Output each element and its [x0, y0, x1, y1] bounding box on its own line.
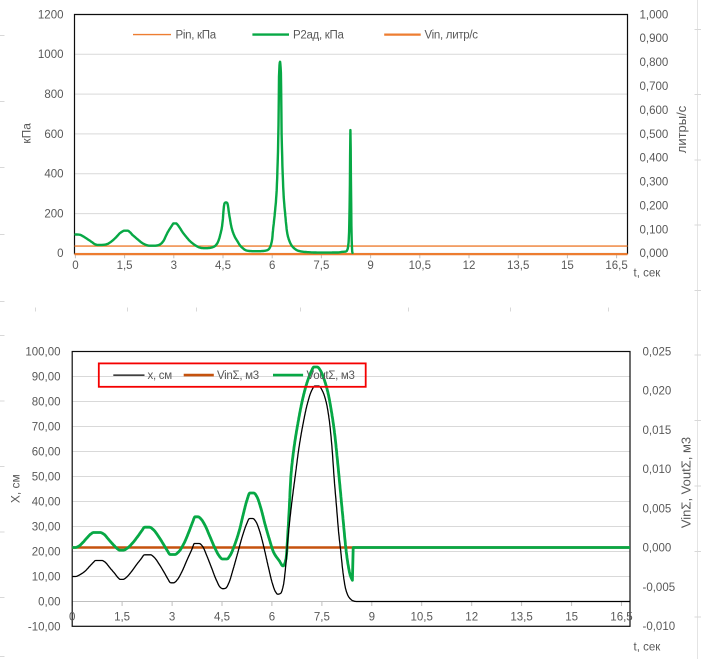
svg-text:15: 15 — [561, 260, 574, 272]
svg-text:10,00: 10,00 — [32, 571, 61, 583]
svg-text:4,5: 4,5 — [215, 260, 231, 272]
svg-text:0,100: 0,100 — [640, 224, 669, 236]
svg-text:0,00: 0,00 — [38, 596, 60, 608]
svg-text:800: 800 — [44, 89, 63, 101]
svg-text:13,5: 13,5 — [510, 612, 532, 624]
svg-text:1,5: 1,5 — [117, 260, 133, 272]
svg-text:30,00: 30,00 — [32, 521, 61, 533]
svg-text:16,5: 16,5 — [610, 612, 632, 624]
svg-text:x, см: x, см — [148, 370, 173, 382]
svg-text:0: 0 — [57, 248, 63, 260]
svg-text:VinΣ, VoutΣ, м3: VinΣ, VoutΣ, м3 — [679, 437, 694, 528]
svg-text:9: 9 — [369, 612, 375, 624]
svg-text:-10,00: -10,00 — [28, 621, 61, 633]
svg-text:200: 200 — [44, 208, 63, 220]
svg-text:1000: 1000 — [38, 49, 64, 61]
svg-text:10,5: 10,5 — [411, 612, 433, 624]
svg-text:70,00: 70,00 — [32, 421, 61, 433]
svg-text:0,000: 0,000 — [640, 248, 669, 260]
svg-text:0,900: 0,900 — [640, 33, 669, 45]
svg-text:VinΣ, м3: VinΣ, м3 — [217, 370, 259, 382]
svg-text:X, см: X, см — [8, 474, 22, 503]
svg-text:1,000: 1,000 — [640, 9, 669, 21]
svg-text:0,700: 0,700 — [640, 81, 669, 93]
svg-text:7,5: 7,5 — [314, 612, 330, 624]
svg-text:90,00: 90,00 — [32, 371, 61, 383]
svg-text:9: 9 — [367, 260, 373, 272]
svg-text:-0,010: -0,010 — [643, 621, 676, 633]
svg-text:0: 0 — [69, 612, 75, 624]
svg-text:60,00: 60,00 — [32, 446, 61, 458]
svg-text:12: 12 — [465, 612, 478, 624]
svg-text:0,025: 0,025 — [643, 346, 672, 358]
svg-text:0: 0 — [72, 260, 78, 272]
svg-text:10,5: 10,5 — [409, 260, 431, 272]
svg-text:0,800: 0,800 — [640, 57, 669, 69]
svg-text:0,300: 0,300 — [640, 177, 669, 189]
svg-text:40,00: 40,00 — [32, 496, 61, 508]
svg-text:0,200: 0,200 — [640, 200, 669, 212]
svg-text:20,00: 20,00 — [32, 546, 61, 558]
svg-text:7,5: 7,5 — [313, 260, 329, 272]
svg-text:1200: 1200 — [38, 9, 64, 21]
svg-text:100,00: 100,00 — [25, 346, 60, 358]
svg-text:13,5: 13,5 — [507, 260, 529, 272]
svg-text:3: 3 — [169, 612, 175, 624]
svg-text:400: 400 — [44, 169, 63, 181]
svg-text:0,500: 0,500 — [640, 129, 669, 141]
svg-text:80,00: 80,00 — [32, 396, 61, 408]
svg-text:-0,005: -0,005 — [643, 582, 676, 594]
svg-text:6: 6 — [269, 260, 275, 272]
svg-text:600: 600 — [44, 129, 63, 141]
svg-text:Pin, кПа: Pin, кПа — [176, 30, 217, 42]
svg-text:0,000: 0,000 — [643, 543, 672, 555]
svg-text:t, сек: t, сек — [634, 268, 662, 280]
svg-text:кПа: кПа — [19, 123, 33, 144]
svg-text:12: 12 — [463, 260, 476, 272]
svg-text:0,400: 0,400 — [640, 153, 669, 165]
svg-text:50,00: 50,00 — [32, 471, 61, 483]
svg-text:литры/с: литры/с — [674, 105, 689, 153]
svg-text:0,600: 0,600 — [640, 105, 669, 117]
svg-text:0,010: 0,010 — [643, 464, 672, 476]
svg-text:16,5: 16,5 — [605, 260, 627, 272]
svg-text:P2ад, кПа: P2ад, кПа — [293, 30, 344, 42]
svg-text:0,015: 0,015 — [643, 425, 672, 437]
svg-text:VoutΣ, м3: VoutΣ, м3 — [307, 370, 355, 382]
svg-text:15: 15 — [565, 612, 578, 624]
svg-text:1,5: 1,5 — [114, 612, 130, 624]
svg-text:Vin, литр/с: Vin, литр/с — [425, 30, 479, 42]
svg-text:4,5: 4,5 — [214, 612, 230, 624]
svg-text:0,005: 0,005 — [643, 503, 672, 515]
svg-text:t, сек: t, сек — [634, 642, 662, 654]
svg-text:3: 3 — [171, 260, 177, 272]
svg-text:6: 6 — [269, 612, 275, 624]
svg-text:0,020: 0,020 — [643, 386, 672, 398]
